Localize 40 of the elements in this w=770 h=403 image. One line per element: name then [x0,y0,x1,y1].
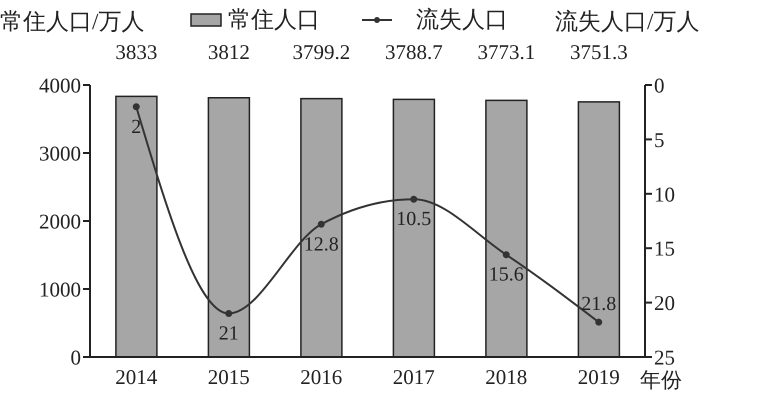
legend-label: 常住人口 [228,7,320,32]
data-label: 3812 [208,40,250,64]
y-tick-label: 3000 [39,141,81,166]
point [318,220,325,228]
point [502,251,510,258]
data-label: 21.8 [581,293,616,316]
x-tick-label: 2014 [115,364,158,389]
data-label: 2 [131,116,142,138]
y-tick-label: 1000 [39,277,81,302]
data-label: 3799.2 [292,40,350,64]
data-label: 21 [218,322,239,344]
y2-axis-title: 流失人口/万人 [555,9,700,34]
y2-tick-label: 10 [654,182,675,206]
data-label: 3751.3 [570,40,628,64]
y2-tick-label: 25 [654,345,675,370]
point [225,310,232,317]
y-tick-label: 0 [70,345,81,370]
point [410,196,418,203]
legend-label: 流失人口 [416,7,508,32]
y2-tick-label: 20 [654,291,675,316]
data-label: 3833 [115,40,158,64]
point [132,103,140,110]
y-tick-label: 4000 [39,73,81,98]
data-label: 15.6 [488,264,524,286]
x-tick-label: 2016 [300,364,342,389]
point [595,318,602,326]
data-label: 3788.7 [385,40,443,64]
y2-tick-label: 15 [654,236,675,261]
x-tick-label: 2015 [208,364,250,389]
data-label: 3773.1 [478,40,536,64]
x-tick-label: 2018 [485,364,528,389]
x-tick-label: 2017 [392,364,435,389]
data-label: 12.8 [304,233,339,256]
data-label: 10.5 [396,208,432,230]
x-axis-title: 年份 [640,368,682,392]
x-tick-label: 2019 [578,364,620,389]
y2-tick-label: 0 [654,73,664,98]
y-axis-title: 常住人口/万人 [0,9,144,34]
y-tick-label: 2000 [39,209,81,234]
y2-tick-label: 5 [654,128,664,152]
